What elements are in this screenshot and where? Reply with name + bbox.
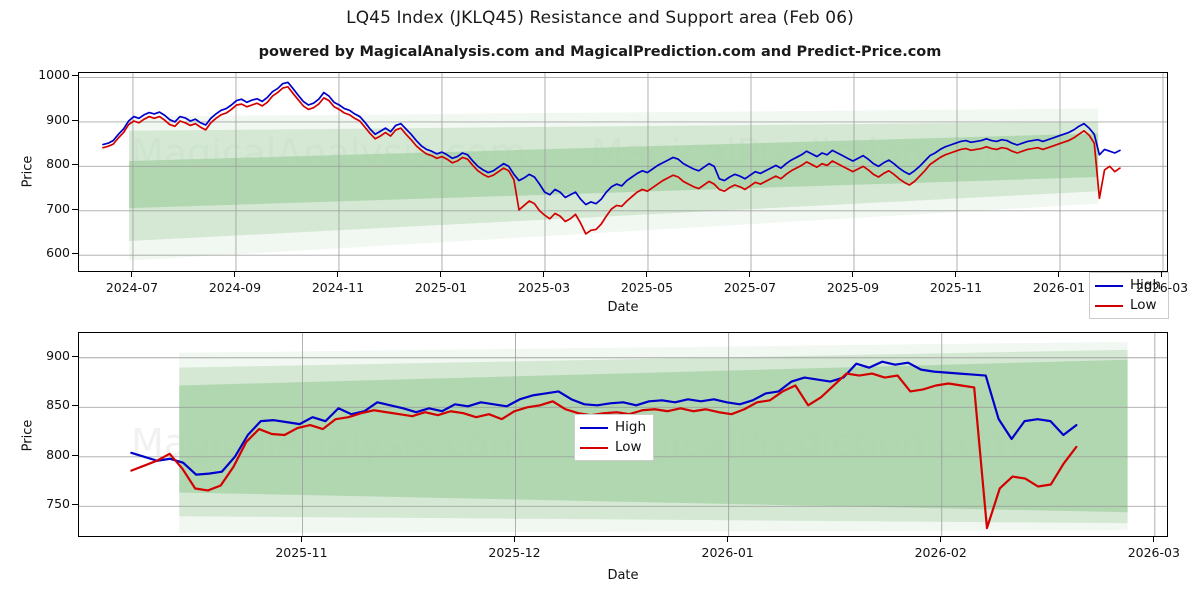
top-ytick: 1000 [38,67,70,83]
top-xtick-mark [131,272,133,277]
top-xtick: 2026-03 [1135,280,1189,295]
bottom-chart-panel: MagicalAnalysis.com MagicalPrediction.co… [78,332,1168,537]
top-xtick: 2025-03 [517,280,571,295]
bottom-xtick: 2025-11 [275,545,328,560]
top-xtick: 2025-05 [620,280,674,295]
bottom-xtick: 2026-03 [1127,545,1180,560]
top-xtick-mark [543,272,545,277]
top-xtick: 2025-09 [826,280,880,295]
legend-row-low-2: Low [580,439,646,456]
top-ytick: 800 [46,156,70,172]
top-ytick: 700 [46,200,70,216]
bottom-xtick: 2025-12 [488,545,541,560]
bottom-xtick-mark [300,537,302,542]
legend-label-low: Low [1129,296,1157,313]
bottom-ytick-mark [72,504,78,506]
top-chart-panel: MagicalAnalysis.com MagicalPrediction.co… [78,72,1169,319]
top-xtick: 2024-11 [311,280,365,295]
legend-swatch-low-2 [580,446,608,449]
top-xtick-mark [646,272,648,277]
top-ytick: 900 [46,111,70,127]
top-xtick: 2024-09 [208,280,262,295]
top-x-axis-label: Date [607,300,639,315]
top-chart-svg [79,73,1167,271]
top-xtick-mark [1161,272,1163,277]
legend-row-low: Low [1094,296,1161,314]
top-xtick: 2025-11 [929,280,983,295]
top-plot-area: MagicalAnalysis.com MagicalPrediction.co… [78,72,1168,272]
top-ytick-mark [72,164,78,166]
bottom-xtick-mark [940,537,942,542]
top-y-axis-label: Price [20,155,36,188]
bottom-xtick: 2026-01 [701,545,754,560]
top-xtick-mark [234,272,236,277]
legend-label-low-2: Low [615,438,642,455]
top-xtick: 2025-07 [723,280,777,295]
top-xtick: 2025-01 [414,280,468,295]
top-xtick-mark [749,272,751,277]
bottom-ytick-mark [72,405,78,407]
bottom-ytick: 850 [46,397,70,413]
bottom-ytick: 800 [46,446,70,462]
bottom-legend: High Low [574,414,655,461]
legend-row-high-2: High [580,419,646,436]
bottom-ytick-mark [72,454,78,456]
bottom-ytick-mark [72,355,78,357]
top-xtick-mark [337,272,339,277]
top-ytick-mark [72,119,78,121]
legend-swatch-high-2 [580,426,608,429]
top-xtick-mark [1058,272,1060,277]
bottom-ytick: 900 [46,347,70,363]
legend-label-high-2: High [615,418,647,435]
legend-label-high: High [1129,276,1161,293]
top-xtick-mark [440,272,442,277]
bottom-ytick: 750 [46,496,70,512]
bottom-xtick-mark [1153,537,1155,542]
top-xtick-mark [852,272,854,277]
legend-row-high: High [1094,276,1161,294]
bottom-xtick-mark [513,537,515,542]
page-title: LQ45 Index (JKLQ45) Resistance and Suppo… [346,8,854,28]
legend-swatch-high [1094,284,1123,287]
legend-swatch-low [1094,304,1123,307]
page-subtitle: powered by MagicalAnalysis.com and Magic… [258,44,942,60]
bottom-xtick-mark [727,537,729,542]
top-ytick-mark [72,208,78,210]
bottom-xtick: 2026-02 [914,545,967,560]
bottom-x-axis-label: Date [607,568,639,583]
top-legend: High Low [1088,272,1169,319]
top-xtick-mark [955,272,957,277]
top-ytick: 600 [46,245,70,261]
top-ytick-mark [72,75,78,77]
top-xtick: 2026-01 [1032,280,1086,295]
top-xtick: 2024-07 [105,280,159,295]
top-ytick-mark [72,253,78,255]
